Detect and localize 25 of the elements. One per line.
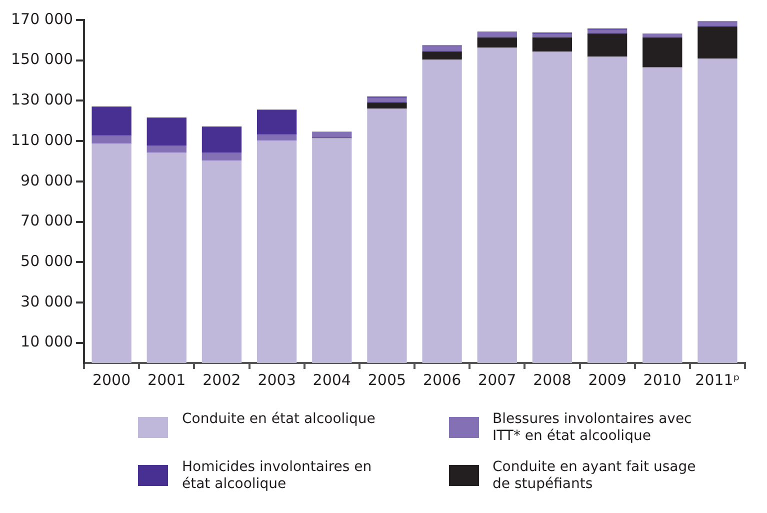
x-tick-label: 2002 <box>202 370 241 389</box>
y-tick-label: 130 000 <box>11 90 74 109</box>
y-tick-label: 50 000 <box>20 252 74 270</box>
x-tick-label: 2000 <box>92 370 131 389</box>
y-tick-label: 170 000 <box>11 10 74 28</box>
legend-label: Homicides involontaires en état alcoolique <box>182 459 373 493</box>
y-tick-label: 70 000 <box>20 212 74 230</box>
x-tick-label: 2008 <box>533 370 572 389</box>
x-tick-label: 2006 <box>422 370 462 389</box>
y-tick-label: 10 000 <box>20 332 74 351</box>
y-tick-label: 30 000 <box>20 292 74 310</box>
x-tick-label: 2011ᵖ <box>695 370 740 389</box>
legend-label: Blessures involontaires avec ITT* en état alcoolique <box>492 411 693 445</box>
x-tick-label: 2009 <box>588 370 626 389</box>
y-tick-label: 110 000 <box>11 130 74 149</box>
legend-label: Conduite en état alcoolique <box>182 411 376 428</box>
y-tick-label: 150 000 <box>11 50 74 68</box>
y-tick-label: 90 000 <box>20 171 74 190</box>
x-tick-label: 2001 <box>148 370 186 389</box>
x-tick-label: 2005 <box>368 370 406 389</box>
x-tick-label: 2007 <box>478 370 516 389</box>
x-tick-label: 2010 <box>643 370 682 389</box>
legend-label: Conduite en ayant fait usage de stupéfiants <box>492 459 697 493</box>
x-tick-label: 2004 <box>312 370 351 389</box>
x-tick-label: 2003 <box>258 370 296 389</box>
